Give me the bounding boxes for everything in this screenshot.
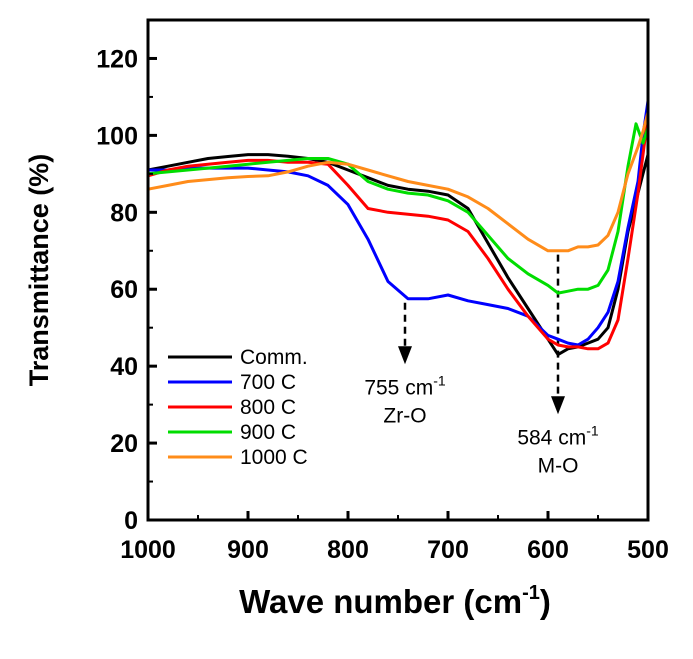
legend-label-2: 800 C (240, 396, 296, 419)
x-tick-label: 600 (527, 536, 569, 564)
x-tick-label: 900 (227, 536, 269, 564)
annotations: 755 cm-1 Zr-O 584 cm-1 M-O (364, 254, 599, 477)
annotation-arrow-head-0 (398, 346, 412, 365)
x-axis-title: Wave number (cm-1) (239, 582, 551, 620)
annotation-label-0: 755 cm-1 (364, 372, 446, 399)
y-tick-label: 0 (124, 507, 138, 535)
x-tick-label: 700 (427, 536, 469, 564)
series-line-3 (147, 122, 650, 295)
annotation-sublabel-1: M-O (538, 454, 579, 477)
y-tick-label: 120 (96, 45, 138, 73)
x-axis-title-end: ) (540, 583, 551, 620)
series-line-0 (147, 153, 650, 357)
legend-label-4: 1000 C (240, 446, 308, 469)
series-line-1 (148, 100, 650, 347)
y-tick-label: 100 (96, 122, 138, 150)
legend-label-3: 900 C (240, 421, 296, 444)
annotation-arrow-head-1 (551, 396, 565, 415)
x-tick-label: 1000 (120, 536, 176, 564)
y-tick-label: 20 (110, 430, 138, 458)
series-line-2 (147, 116, 650, 351)
annotation-label-1: 584 cm-1 (517, 422, 599, 449)
y-tick-label: 80 (110, 199, 138, 227)
series-line-4 (147, 111, 650, 253)
x-axis-title-main: Wave number (cm (239, 583, 522, 620)
y-tick-label: 60 (110, 276, 138, 304)
annotation-sublabel-0: Zr-O (383, 404, 426, 427)
legend-label-0: Comm. (240, 346, 308, 369)
series-lines (147, 100, 650, 357)
x-tick-label: 800 (327, 536, 369, 564)
x-tick-label: 500 (627, 536, 669, 564)
x-axis-title-sup: -1 (522, 582, 540, 604)
y-axis-title: Transmittance (%) (24, 154, 54, 387)
legend-label-1: 700 C (240, 371, 296, 394)
axes: 1000 900 800 700 600 500 0 20 40 60 80 100 120 (96, 18, 669, 564)
y-tick-label: 40 (110, 353, 138, 381)
